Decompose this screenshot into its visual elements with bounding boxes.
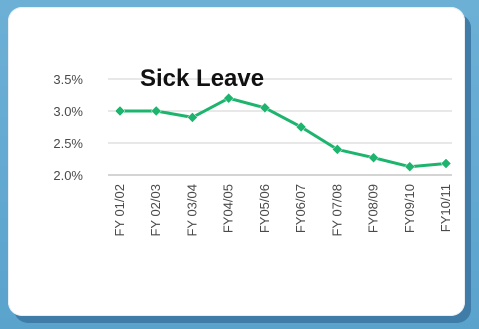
gridlines xyxy=(108,78,452,176)
chart-title: Sick Leave xyxy=(140,65,264,92)
data-point xyxy=(150,105,162,117)
x-tick-label: FY 01/02 xyxy=(112,184,127,237)
data-point xyxy=(114,105,126,117)
data-point xyxy=(187,112,198,123)
x-tick-label: FY09/10 xyxy=(402,184,417,233)
x-tick-label: FY06/07 xyxy=(293,184,308,233)
y-tick-label: 2.0% xyxy=(53,168,83,183)
x-tick-label: FY05/06 xyxy=(257,184,272,233)
y-tick-labels: 2.0% 2.5% 3.0% 3.5% xyxy=(53,72,83,183)
data-points xyxy=(114,92,452,173)
y-tick-label: 2.5% xyxy=(53,136,83,151)
data-point xyxy=(223,92,235,104)
x-tick-label: FY 02/03 xyxy=(148,184,163,237)
y-tick-label: 3.5% xyxy=(53,72,83,87)
series-line xyxy=(120,96,447,169)
data-point xyxy=(440,158,452,169)
data-point xyxy=(331,144,343,155)
series-line-path xyxy=(120,96,447,169)
data-point xyxy=(295,121,307,133)
x-tick-labels: FY 01/02 FY 02/03 FY 03/04 FY04/05 FY05/06 FY… xyxy=(112,184,453,237)
x-tick-label: FY08/09 xyxy=(366,184,381,233)
data-point xyxy=(368,152,379,164)
data-point xyxy=(259,102,271,114)
x-tick-label: FY04/05 xyxy=(221,184,236,233)
y-tick-label: 3.0% xyxy=(53,104,83,119)
x-tick-label: FY 03/04 xyxy=(184,184,199,237)
x-tick-label: FY 07/08 xyxy=(329,184,344,237)
data-point xyxy=(404,161,416,173)
x-tick-label: FY10/11 xyxy=(438,184,453,232)
